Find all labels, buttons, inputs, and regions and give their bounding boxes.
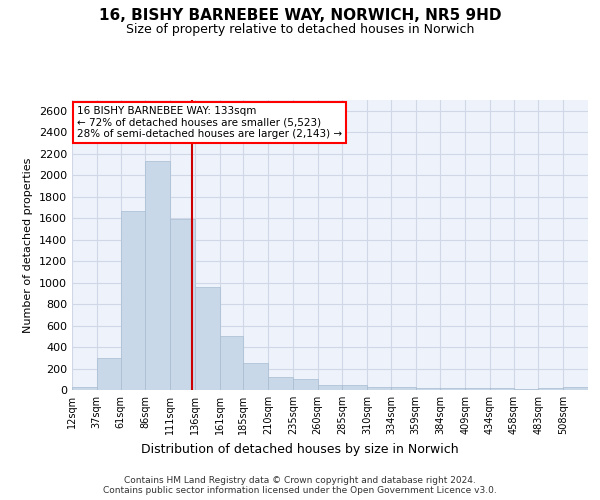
Text: 16, BISHY BARNEBEE WAY, NORWICH, NR5 9HD: 16, BISHY BARNEBEE WAY, NORWICH, NR5 9HD [99, 8, 501, 22]
Bar [97, 358, 121, 390]
Bar [317, 384, 343, 390]
Bar [440, 388, 465, 390]
Bar [220, 336, 244, 390]
Text: Size of property relative to detached houses in Norwich: Size of property relative to detached ho… [126, 22, 474, 36]
Bar [465, 388, 490, 390]
Bar [367, 387, 391, 390]
Bar [170, 219, 195, 390]
Bar [343, 384, 367, 390]
Bar [244, 363, 268, 390]
Text: Distribution of detached houses by size in Norwich: Distribution of detached houses by size … [141, 442, 459, 456]
Bar [514, 389, 538, 390]
Bar [416, 388, 440, 390]
Bar [145, 161, 170, 390]
Bar [72, 388, 97, 390]
Bar [293, 380, 317, 390]
Y-axis label: Number of detached properties: Number of detached properties [23, 158, 34, 332]
Bar [391, 387, 416, 390]
Text: 16 BISHY BARNEBEE WAY: 133sqm
← 72% of detached houses are smaller (5,523)
28% o: 16 BISHY BARNEBEE WAY: 133sqm ← 72% of d… [77, 106, 342, 139]
Bar [563, 388, 588, 390]
Bar [538, 388, 563, 390]
Bar [121, 210, 145, 390]
Bar [268, 377, 293, 390]
Bar [490, 388, 514, 390]
Text: Contains HM Land Registry data © Crown copyright and database right 2024.
Contai: Contains HM Land Registry data © Crown c… [103, 476, 497, 495]
Bar [195, 287, 220, 390]
